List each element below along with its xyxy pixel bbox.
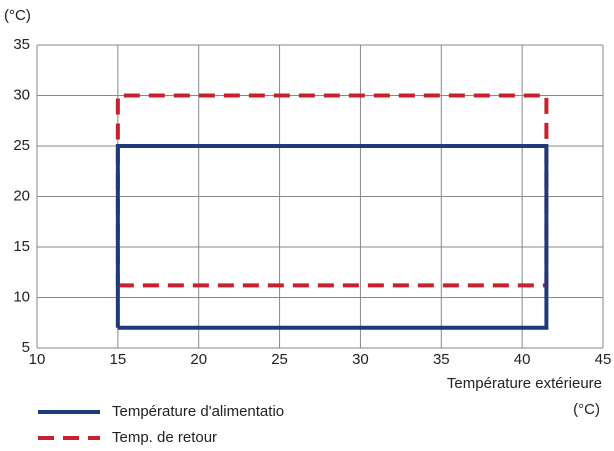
x-tick-label: 45	[595, 351, 612, 368]
legend: Température d'alimentatio Temp. de retour	[38, 403, 284, 446]
y-tick-label: 10	[13, 288, 30, 305]
y-tick-label: 35	[13, 36, 30, 53]
y-tick-label: 5	[22, 339, 30, 356]
x-tick-label: 20	[190, 351, 207, 368]
legend-label: Température d'alimentatio	[112, 403, 284, 420]
y-tick-label: 15	[13, 238, 30, 255]
x-axis-label: Température extérieure	[447, 375, 602, 392]
x-tick-label: 40	[514, 351, 531, 368]
x-tick-label: 10	[29, 351, 46, 368]
x-axis-unit: (°C)	[573, 401, 600, 418]
series-line	[115, 144, 549, 330]
y-tick-label: 20	[13, 187, 30, 204]
x-tick-label: 35	[433, 351, 450, 368]
y-tick-label: 30	[13, 86, 30, 103]
legend-label: Temp. de retour	[112, 429, 217, 446]
x-tick-label: 25	[271, 351, 288, 368]
series-line	[115, 93, 549, 288]
y-tick-label: 25	[13, 137, 30, 154]
x-tick-label: 30	[352, 351, 369, 368]
y-axis-label: (°C)	[4, 7, 31, 24]
x-tick-label: 15	[110, 351, 127, 368]
